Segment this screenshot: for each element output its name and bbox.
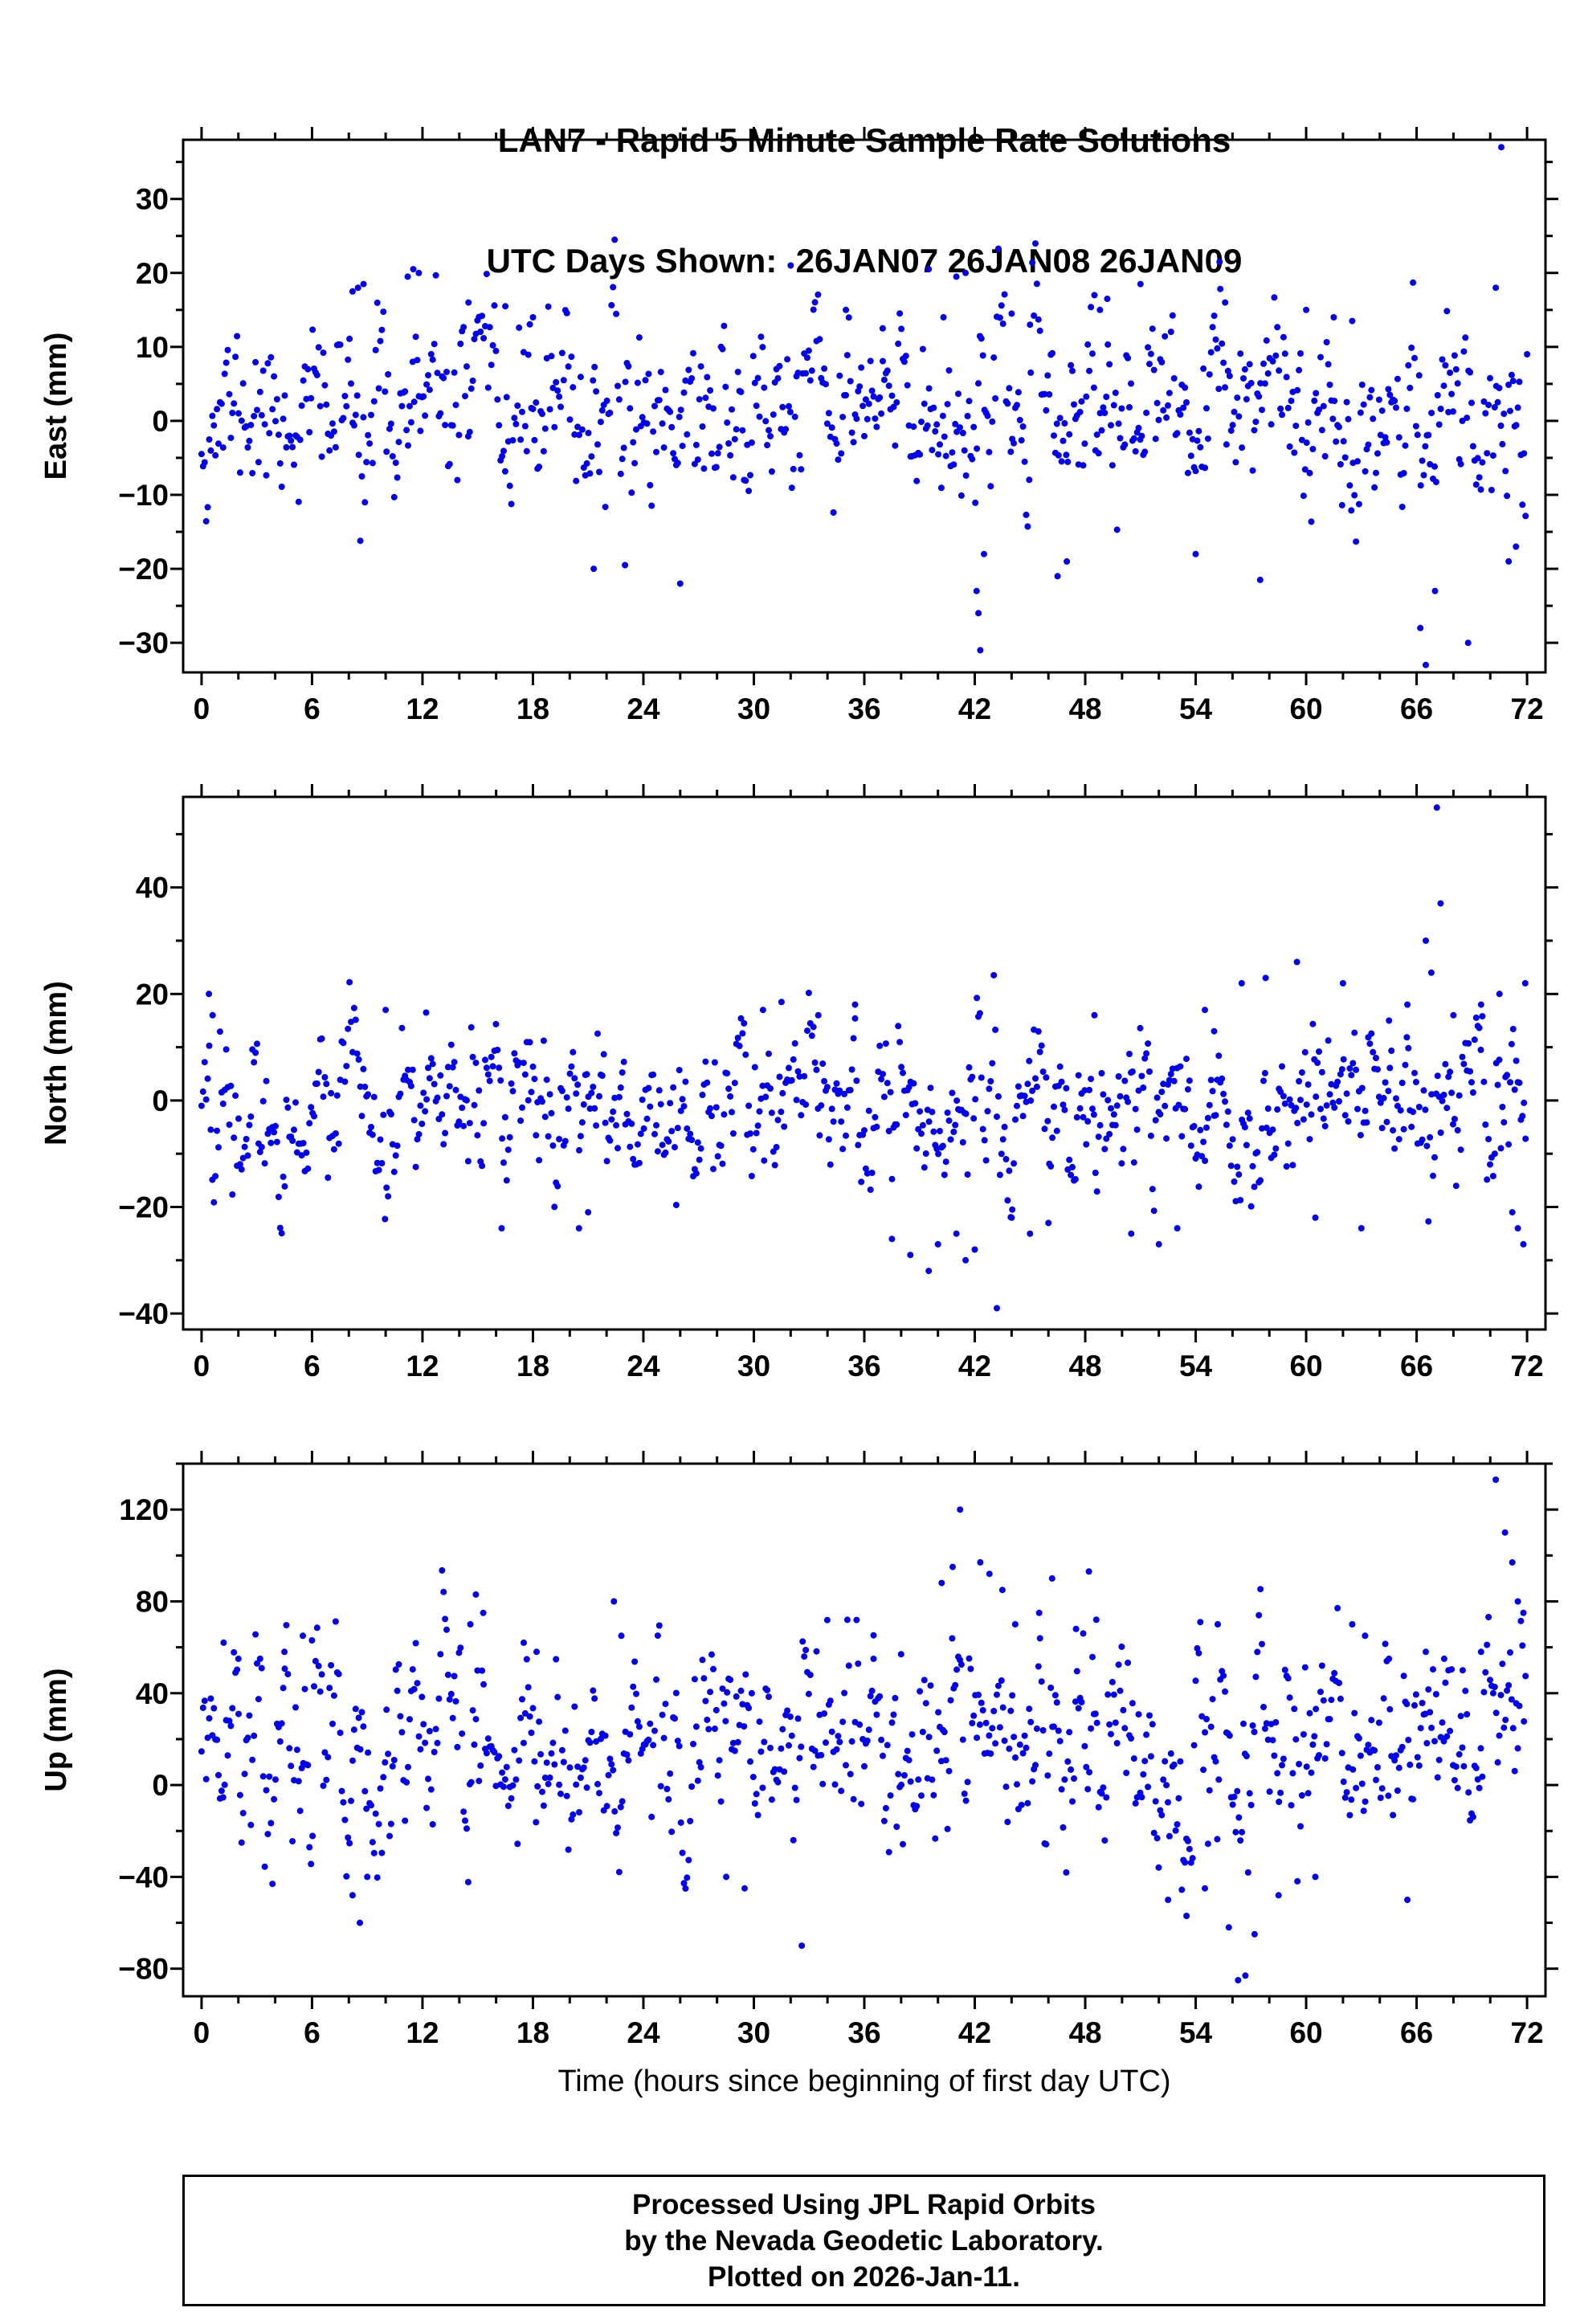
x-tick-label: 60 xyxy=(1289,692,1322,725)
x-tick-label: 66 xyxy=(1400,2016,1433,2049)
footer-line2: by the Nevada Geodetic Laboratory. xyxy=(624,2225,1104,2257)
x-tick-label: 18 xyxy=(516,1350,549,1383)
x-tick-label: 54 xyxy=(1179,1350,1213,1383)
y-tick-label: −80 xyxy=(118,1953,169,1986)
x-tick-label: 54 xyxy=(1179,692,1213,725)
footer-line1: Processed Using JPL Rapid Orbits xyxy=(631,2189,1096,2220)
y-axis-title: North (mm) xyxy=(39,981,73,1146)
x-tick-label: 6 xyxy=(304,692,321,725)
x-tick-label: 18 xyxy=(516,2016,549,2049)
y-tick-label: −20 xyxy=(118,1191,169,1224)
plot-frame xyxy=(182,795,1547,1331)
x-tick-label: 0 xyxy=(194,692,210,725)
plot-frame xyxy=(182,1462,1547,1998)
y-tick-label: 80 xyxy=(136,1585,169,1618)
panel-up: 0 6 12 18 24 30 36 42 48 54 60 66 72 −80 −40 0 40 80 120 Up… xyxy=(39,1451,1558,2098)
x-tick-label: 12 xyxy=(406,692,439,725)
x-tick-label: 24 xyxy=(627,692,660,725)
x-tick-label: 30 xyxy=(737,692,770,725)
y-tick-label: −20 xyxy=(118,553,169,586)
y-axis-title: East (mm) xyxy=(39,333,73,480)
x-tick-label: 6 xyxy=(304,2016,321,2049)
axis-tick-labels: 0 6 12 18 24 30 36 42 48 54 60 66 72 −80 −40 0 40 80 120 xyxy=(118,1493,1543,2049)
x-tick-label: 18 xyxy=(516,692,549,725)
scatter-points xyxy=(198,1476,1529,1983)
x-tick-label: 60 xyxy=(1289,1350,1322,1383)
y-tick-label: −10 xyxy=(118,479,169,512)
x-axis-title: Time (hours since beginning of first day… xyxy=(557,2065,1170,2098)
scatter-points xyxy=(198,144,1531,668)
x-tick-label: 24 xyxy=(627,1350,660,1383)
axis-ticks xyxy=(170,1451,1558,2009)
x-tick-label: 60 xyxy=(1289,2016,1322,2049)
panel-north: 0 6 12 18 24 30 36 42 48 54 60 66 72 −40 −20 0 20 40 North… xyxy=(39,784,1558,1383)
y-tick-label: −40 xyxy=(118,1860,169,1893)
x-tick-label: 30 xyxy=(737,1350,770,1383)
y-tick-label: −40 xyxy=(118,1297,169,1330)
x-tick-label: 66 xyxy=(1400,1350,1433,1383)
x-tick-label: 72 xyxy=(1511,2016,1544,2049)
y-tick-label: 10 xyxy=(136,331,169,364)
axis-ticks xyxy=(170,784,1558,1342)
x-tick-label: 36 xyxy=(847,692,880,725)
y-tick-label: 0 xyxy=(152,405,169,438)
x-tick-label: 36 xyxy=(847,2016,880,2049)
x-tick-label: 30 xyxy=(737,2016,770,2049)
y-tick-label: 40 xyxy=(136,1677,169,1710)
scatter-points xyxy=(198,804,1529,1312)
y-tick-label: 120 xyxy=(119,1493,169,1526)
x-tick-label: 36 xyxy=(847,1350,880,1383)
y-tick-label: 20 xyxy=(136,978,169,1011)
plot-frame xyxy=(182,138,1547,674)
x-tick-label: 72 xyxy=(1511,692,1544,725)
y-tick-label: 0 xyxy=(152,1769,169,1802)
x-tick-label: 0 xyxy=(194,1350,210,1383)
y-tick-label: 0 xyxy=(152,1084,169,1117)
x-tick-label: 24 xyxy=(627,2016,660,2049)
y-tick-label: 30 xyxy=(136,183,169,216)
x-tick-label: 42 xyxy=(958,1350,991,1383)
x-tick-label: 48 xyxy=(1068,1350,1101,1383)
x-tick-label: 48 xyxy=(1068,2016,1101,2049)
x-tick-label: 42 xyxy=(958,2016,991,2049)
panel-east: 0 6 12 18 24 30 36 42 48 54 60 66 72 −30 −20 −10 0 10 20 30… xyxy=(39,127,1558,725)
y-tick-label: −30 xyxy=(118,627,169,660)
y-tick-label: 40 xyxy=(136,872,169,905)
footer-line3: Plotted on 2026-Jan-11. xyxy=(707,2261,1021,2293)
footer-box: Processed Using JPL Rapid Orbits by the … xyxy=(182,2175,1545,2306)
x-tick-label: 0 xyxy=(194,2016,210,2049)
y-axis-title: Up (mm) xyxy=(39,1668,73,1791)
axis-tick-labels: 0 6 12 18 24 30 36 42 48 54 60 66 72 −30 −20 −10 0 10 20 30 xyxy=(118,183,1543,725)
x-tick-label: 6 xyxy=(304,1350,321,1383)
x-tick-label: 42 xyxy=(958,692,991,725)
x-tick-label: 48 xyxy=(1068,692,1101,725)
y-tick-label: 20 xyxy=(136,257,169,290)
x-tick-label: 66 xyxy=(1400,692,1433,725)
x-tick-label: 12 xyxy=(406,1350,439,1383)
x-tick-label: 12 xyxy=(406,2016,439,2049)
x-tick-label: 54 xyxy=(1179,2016,1213,2049)
axis-tick-labels: 0 6 12 18 24 30 36 42 48 54 60 66 72 −40 −20 0 20 40 xyxy=(118,872,1543,1383)
x-tick-label: 72 xyxy=(1511,1350,1544,1383)
